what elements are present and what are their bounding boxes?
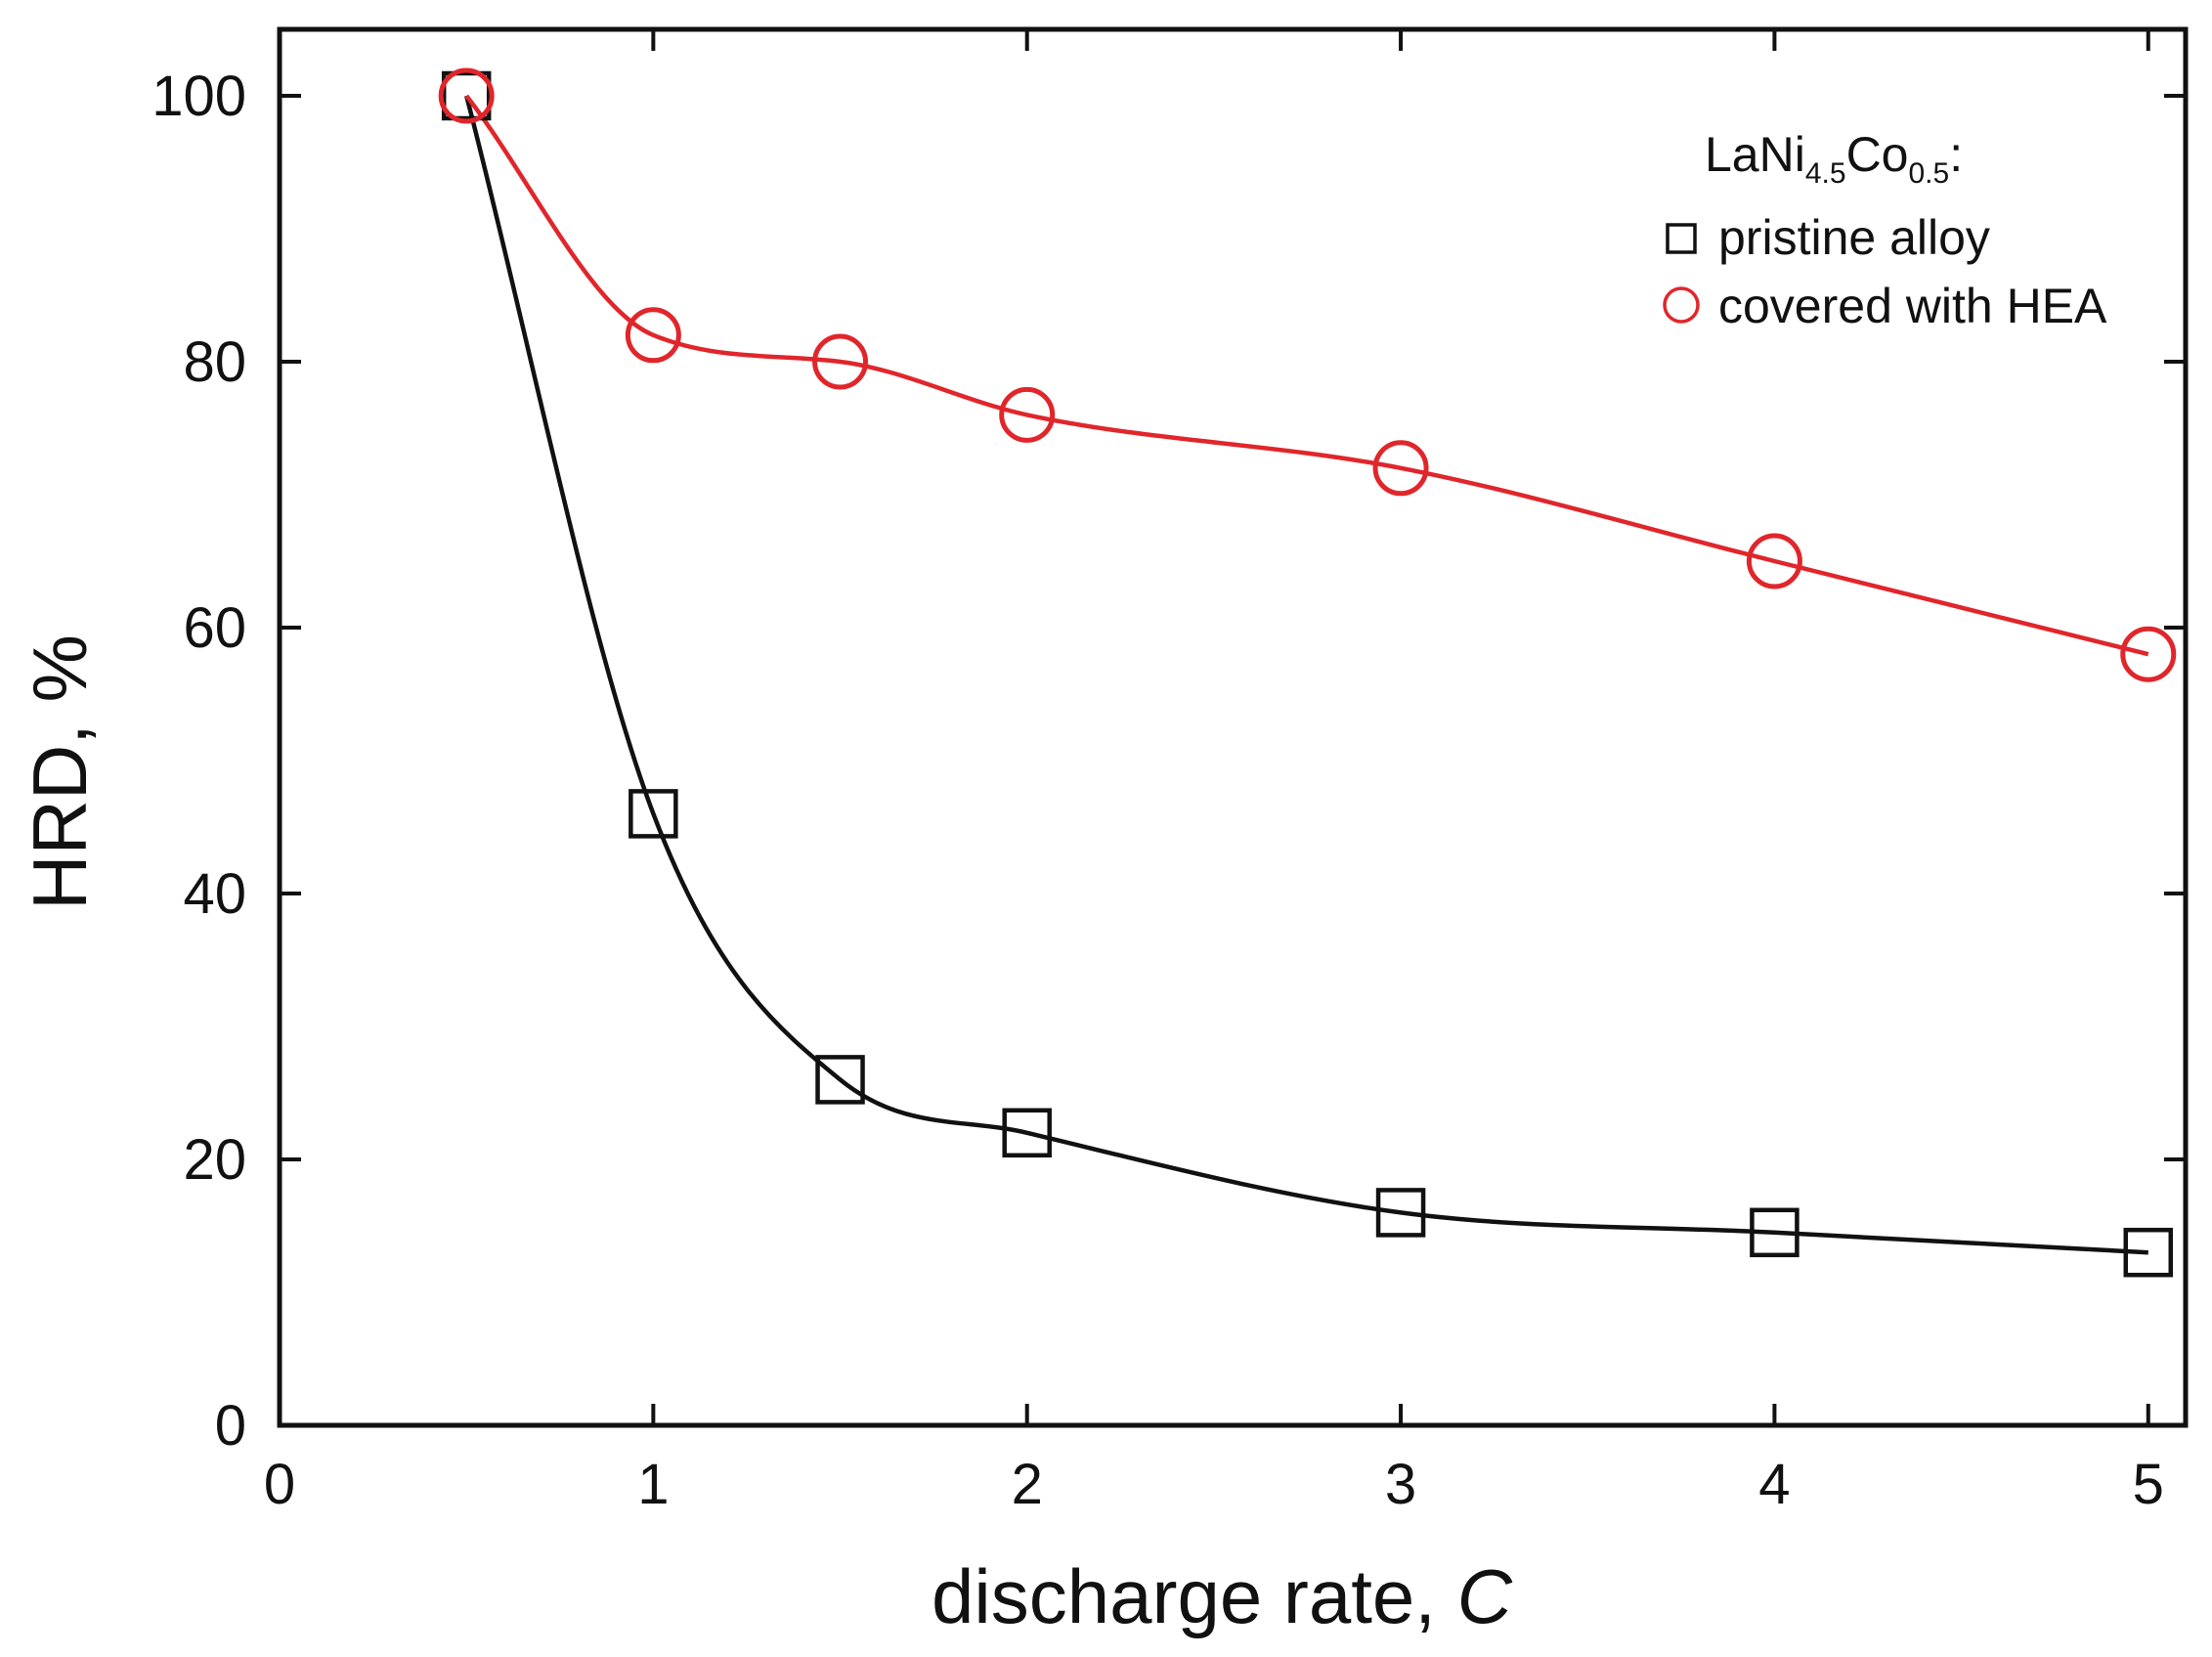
x-tick-label: 5: [2133, 1453, 2164, 1516]
x-tick-label: 3: [1385, 1453, 1416, 1516]
data-point-hea: [812, 333, 869, 390]
fit-curve-hea: [464, 94, 2149, 657]
y-axis-title: HRD, %: [17, 634, 103, 910]
legend-circle-icon: [1663, 286, 1700, 324]
data-point-pristine: [815, 1055, 865, 1105]
data-point-hea: [1746, 533, 1802, 589]
y-tick-label: 0: [215, 1394, 246, 1458]
y-tick-label: 40: [183, 862, 246, 926]
data-point-pristine: [441, 70, 492, 121]
y-tick-label: 20: [183, 1128, 246, 1192]
x-tick-label: 0: [264, 1453, 295, 1516]
data-point-pristine: [1375, 1188, 1426, 1238]
data-point-pristine: [629, 789, 678, 839]
legend-label-hea: covered with HEA: [1718, 279, 2107, 333]
data-point-pristine: [1002, 1108, 1052, 1158]
y-tick-label: 60: [183, 596, 246, 660]
axis-ticks: 0 1 2 3 4 5 0 20 40 60 80 100: [152, 29, 2186, 1516]
data-point-hea: [999, 386, 1056, 443]
data-point-hea: [438, 67, 495, 124]
data-point-hea: [625, 307, 681, 364]
legend-label-pristine: pristine alloy: [1718, 210, 1990, 265]
data-markers: [438, 67, 2177, 1278]
y-tick-label: 80: [183, 330, 246, 394]
legend-heading: LaNi4.5Co0.5:: [1705, 127, 1963, 190]
x-tick-label: 1: [637, 1453, 669, 1516]
x-tick-label: 4: [1758, 1453, 1790, 1516]
fit-curve-pristine: [464, 95, 2148, 1255]
data-point-pristine: [1750, 1207, 1800, 1258]
y-tick-label: 100: [152, 65, 246, 128]
plot-area-frame: [277, 26, 2189, 1428]
fit-curves: [464, 94, 2149, 1255]
data-point-pristine: [2123, 1227, 2174, 1278]
legend-square-icon: [1666, 223, 1697, 254]
x-axis-title: discharge rate, C: [932, 1553, 1513, 1639]
legend: LaNi4.5Co0.5: pristine alloy covered wit…: [1663, 127, 2107, 333]
plot-frame: [277, 26, 2189, 1428]
data-point-hea: [1372, 440, 1429, 497]
data-point-hea: [2120, 626, 2177, 682]
x-tick-label: 2: [1012, 1453, 1043, 1516]
